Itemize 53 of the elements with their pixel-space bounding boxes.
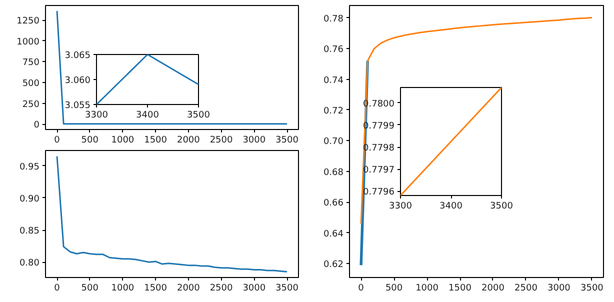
x-tick-label: 3000 (548, 284, 571, 294)
line-series (360, 16, 593, 224)
x-tick-label: 500 (81, 136, 99, 146)
x-tick-label: 2000 (176, 284, 200, 294)
x-tick-label: 3400 (136, 110, 160, 120)
y-tick-label: 0 (34, 120, 40, 131)
x-tick-label: 3000 (242, 284, 266, 294)
x-tick-label: 2500 (210, 284, 234, 294)
x-tick-label: 500 (385, 284, 403, 294)
y-tick-label: 1000 (16, 37, 40, 48)
x-tick-label: 0 (54, 136, 60, 146)
y-tick-label: 3.065 (64, 51, 90, 61)
y-tick-label: 0.80 (19, 258, 40, 269)
y-tick-label: 0.78 (323, 14, 344, 24)
x-tick-label: 3500 (490, 202, 514, 212)
y-tick-label: 0.90 (19, 194, 40, 204)
x-tick-label: 3500 (276, 284, 299, 294)
x-tick-label: 1000 (416, 284, 439, 294)
x-tick-label: 1500 (448, 284, 472, 294)
y-tick-label: 0.70 (323, 137, 344, 148)
x-tick-label: 3400 (440, 202, 463, 212)
y-tick-label: 0.64 (323, 229, 344, 240)
y-tick-label: 0.68 (323, 168, 344, 178)
y-tick-label: 0.66 (323, 198, 344, 209)
y-tick-label: 250 (22, 100, 40, 110)
y-tick-label: 0.74 (323, 76, 344, 86)
x-tick-label: 2500 (210, 136, 234, 146)
y-tick-label: 500 (22, 78, 40, 89)
x-tick-label: 1500 (144, 284, 168, 294)
x-tick-label: 1000 (111, 136, 134, 146)
y-tick-label: 0.62 (323, 260, 344, 270)
x-tick-label: 2000 (482, 284, 505, 294)
x-tick-label: 3500 (580, 284, 604, 294)
x-tick-label: 3300 (85, 110, 108, 120)
y-tick-label: 750 (22, 58, 40, 68)
y-tick-label: 0.76 (323, 45, 344, 56)
line-series (56, 156, 288, 272)
x-tick-label: 1000 (111, 284, 134, 294)
x-tick-label: 3500 (276, 136, 299, 146)
x-tick-label: 1500 (144, 136, 168, 146)
x-tick-label: 2500 (514, 284, 538, 294)
x-tick-label: 500 (81, 284, 99, 294)
x-tick-label: 0 (54, 284, 60, 294)
y-tick-label: 3.060 (64, 76, 91, 86)
y-tick-label: 3.055 (64, 101, 90, 111)
y-tick-label: 0.95 (19, 162, 40, 172)
y-tick-label: 0.85 (19, 226, 40, 237)
x-tick-label: 3000 (242, 136, 266, 146)
y-tick-label: 0.72 (323, 106, 344, 116)
x-tick-label: 2000 (176, 136, 200, 146)
x-tick-label: 3300 (389, 202, 412, 212)
y-tick-label: 1250 (16, 16, 40, 27)
x-tick-label: 3500 (187, 110, 210, 120)
